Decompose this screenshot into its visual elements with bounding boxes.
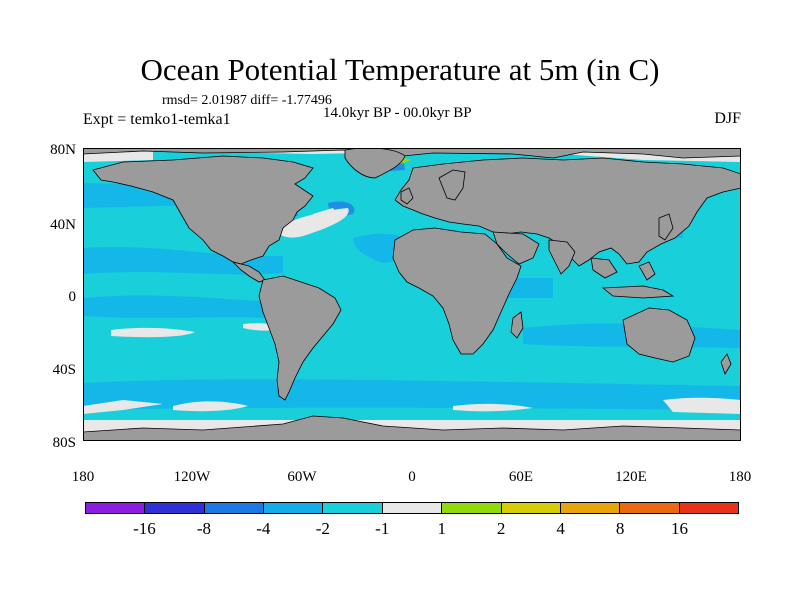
period-label: 14.0kyr BP - 00.0kyr BP <box>323 105 472 121</box>
lon-label-60w: 60W <box>287 469 317 485</box>
lon-label-60e: 60E <box>508 469 534 485</box>
lon-label-0: 0 <box>408 469 416 485</box>
colorbar-label: 4 <box>556 519 565 538</box>
world-map <box>83 148 741 441</box>
lat-label-80n: 80N <box>50 142 76 158</box>
colorbar-swatch <box>204 503 265 513</box>
lat-label-40n: 40N <box>50 217 76 233</box>
colorbar-label: -4 <box>256 519 271 538</box>
colorbar-swatch <box>264 503 324 513</box>
lat-label-40s: 40S <box>52 362 76 378</box>
colorbar <box>85 502 739 514</box>
plot-title: Ocean Potential Temperature at 5m (in C) <box>140 52 660 87</box>
colorbar-label: 8 <box>615 519 625 538</box>
colorbar-swatch <box>679 503 738 513</box>
colorbar-swatch <box>323 503 383 513</box>
colorbar-label: -1 <box>375 519 390 538</box>
lat-label-eq: 0 <box>68 289 77 305</box>
lon-label-180e: 180 <box>728 469 752 485</box>
colorbar-swatch <box>560 503 621 513</box>
colorbar-label: -8 <box>196 519 211 538</box>
colorbar-swatch <box>501 503 561 513</box>
colorbar-label: 16 <box>671 519 689 538</box>
land-masses <box>83 148 741 441</box>
colorbar-swatch <box>382 503 443 513</box>
colorbar-swatch <box>86 503 146 513</box>
experiment-label: Expt = temko1-temka1 <box>83 111 231 128</box>
lon-label-120e: 120E <box>615 469 647 485</box>
season-label: DJF <box>714 110 741 127</box>
stats-text: rmsd= 2.01987 diff= -1.77496 <box>162 93 332 108</box>
colorbar-swatch <box>145 503 205 513</box>
colorbar-label: -2 <box>315 519 330 538</box>
lon-label-120w: 120W <box>173 469 211 485</box>
colorbar-swatch <box>442 503 502 513</box>
lat-label-80s: 80S <box>52 435 76 451</box>
colorbar-label: 1 <box>437 519 446 538</box>
colorbar-label: -16 <box>133 519 156 538</box>
colorbar-label: 2 <box>496 519 506 538</box>
lon-label-180w: 180 <box>71 469 95 485</box>
colorbar-swatch <box>620 503 680 513</box>
